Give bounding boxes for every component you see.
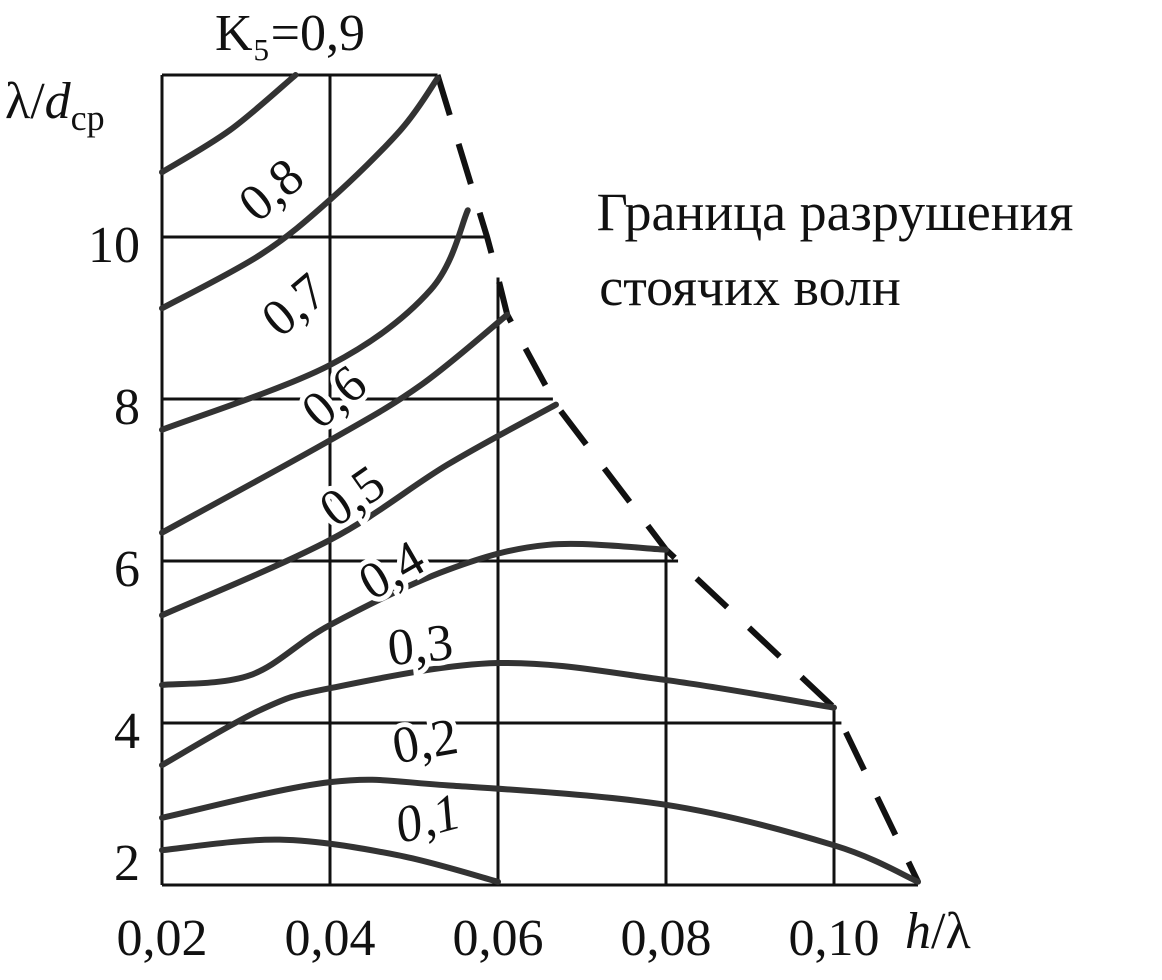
x-tick-label: 0,04: [285, 910, 376, 967]
curve-label: 0,2: [388, 708, 462, 775]
series-line: [159, 401, 559, 619]
series-line: [159, 776, 921, 885]
series-line: [159, 75, 441, 312]
y-axis-label: λ/dср: [5, 73, 105, 138]
x-tick-label: 0,10: [789, 910, 880, 967]
curve-label: 0,3: [385, 614, 456, 677]
y-tick-label: 4: [114, 703, 140, 760]
y-tick-label: 10: [88, 217, 140, 274]
boundary-line: [434, 74, 921, 884]
curve-label: 0,6: [291, 355, 377, 440]
annotation: Граница разрушения: [597, 182, 1074, 242]
series-line: [159, 659, 837, 769]
x-tick-label: 0,06: [453, 910, 544, 967]
y-tick-label: 6: [114, 541, 140, 598]
curve-label: 0,7: [251, 263, 337, 348]
curve-label: 0,1: [389, 783, 467, 855]
x-tick-label: 0,08: [621, 910, 712, 967]
x-label-part: h: [905, 903, 931, 960]
x-label-part: /λ: [931, 903, 971, 960]
y-label-part: ср: [71, 98, 105, 138]
y-label-part: λ/: [5, 73, 45, 130]
curve-label: 0,8: [228, 148, 314, 233]
y-tick-label: 2: [114, 835, 140, 892]
series-line: [159, 207, 471, 433]
curve-label: K₅=0,9: [215, 5, 365, 62]
curve-label: 0,4: [349, 530, 434, 612]
x-tick-label: 0,02: [117, 910, 208, 967]
series-line: [159, 72, 299, 176]
curve-label: 0,5: [310, 454, 396, 538]
series-line: [159, 311, 511, 536]
x-axis-label: h/λ: [905, 903, 971, 960]
y-label-part: d: [45, 73, 72, 130]
y-tick-label: 8: [114, 379, 140, 436]
series-line: [159, 836, 501, 885]
series-line: [159, 540, 669, 688]
annotation: стоячих волн: [599, 257, 900, 317]
